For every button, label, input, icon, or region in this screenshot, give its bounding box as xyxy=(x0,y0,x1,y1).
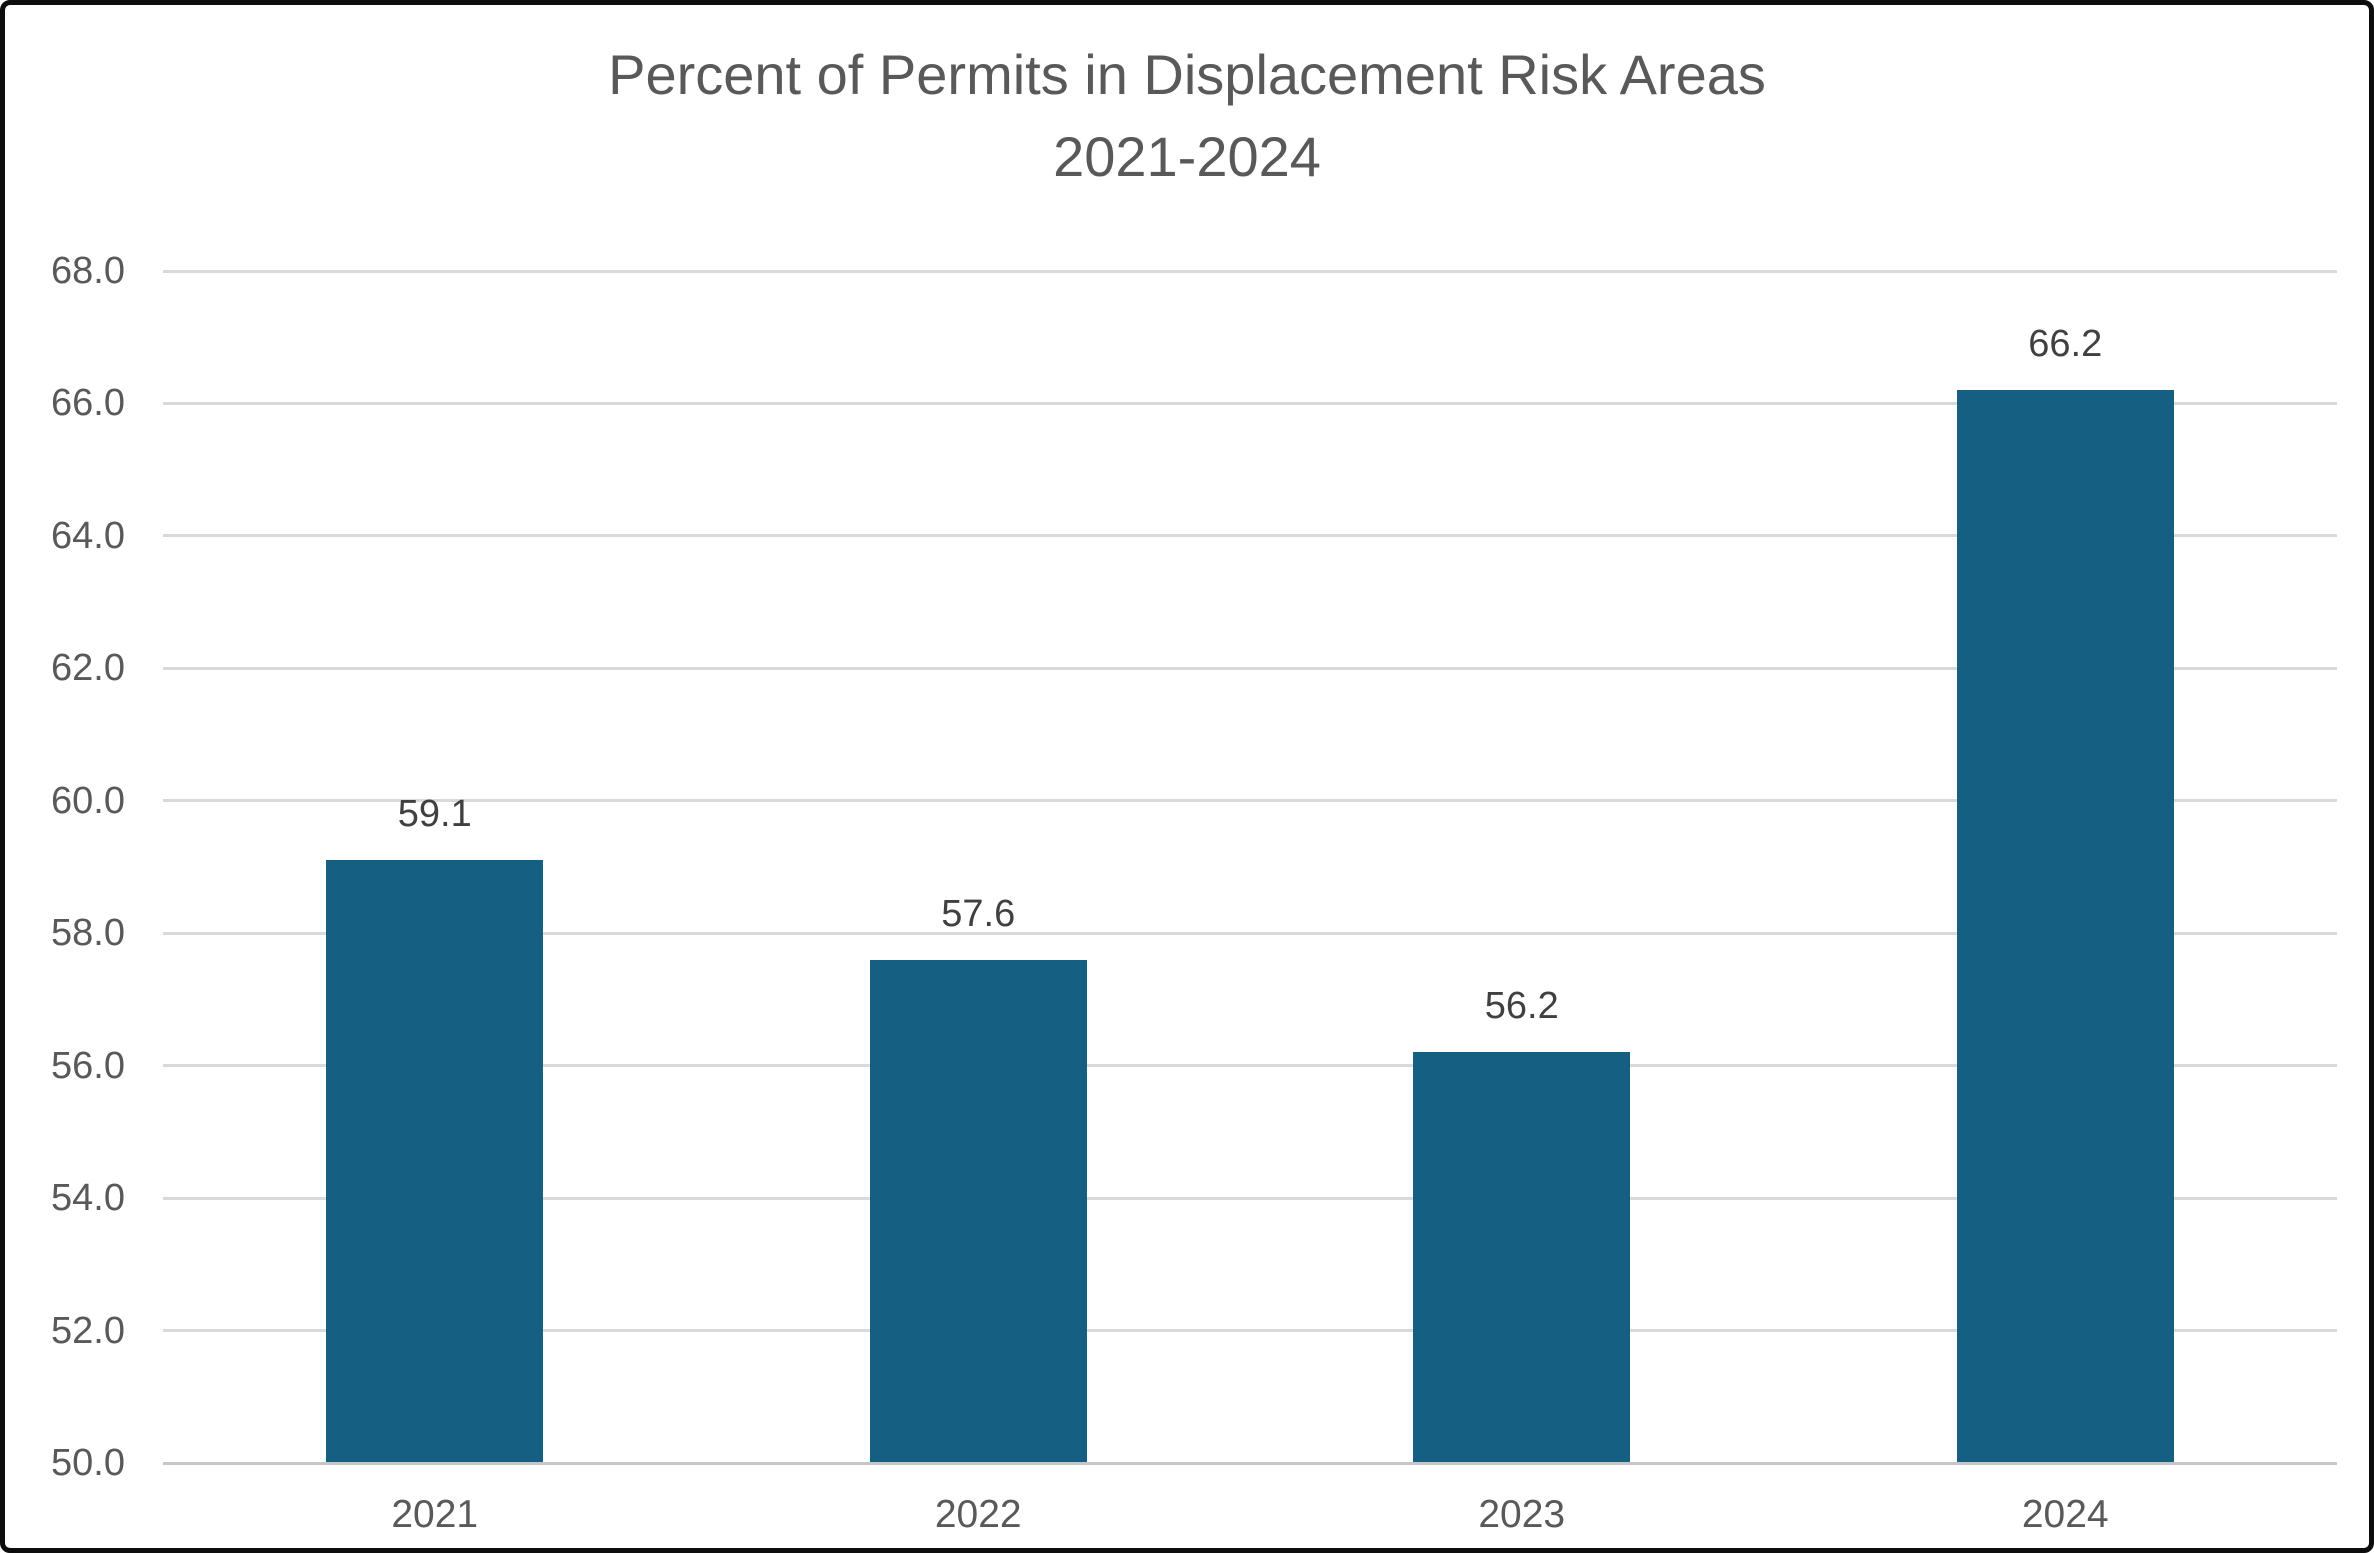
chart-title-block: Percent of Permits in Displacement Risk … xyxy=(0,34,2374,198)
data-label-2024: 66.2 xyxy=(2028,323,2103,366)
y-gridline xyxy=(163,799,2337,803)
data-label-2022: 57.6 xyxy=(941,892,1016,935)
y-tick-label: 62.0 xyxy=(51,647,125,690)
bar-2022 xyxy=(869,959,1087,1463)
y-tick-label: 52.0 xyxy=(51,1309,125,1352)
y-gridline xyxy=(163,1064,2337,1068)
bar-2024 xyxy=(1956,390,2174,1463)
y-gridline xyxy=(163,931,2337,935)
y-tick-label: 58.0 xyxy=(51,912,125,955)
x-tick-label-2023: 2023 xyxy=(1478,1493,1566,1536)
data-label-2021: 59.1 xyxy=(397,793,472,836)
y-gridline xyxy=(163,401,2337,405)
plot-area: 50.0 52.0 54.0 56.0 58.0 60.0 62.0 64.0 66.0 68.0… xyxy=(51,250,2337,1536)
chart-subtitle: 2021-2024 xyxy=(1053,125,1321,188)
y-tick-label: 66.0 xyxy=(51,382,125,425)
y-tick-label: 68.0 xyxy=(51,250,125,292)
bar-2021 xyxy=(326,860,544,1463)
y-tick-label: 60.0 xyxy=(51,779,125,822)
y-gridline xyxy=(163,534,2337,538)
y-tick-label: 56.0 xyxy=(51,1044,125,1087)
y-gridline xyxy=(163,666,2337,670)
y-gridline xyxy=(163,1196,2337,1200)
x-tick-label-2024: 2024 xyxy=(2021,1493,2109,1536)
chart-title: Percent of Permits in Displacement Risk … xyxy=(608,43,1766,106)
x-tick-label-2021: 2021 xyxy=(391,1493,479,1536)
data-label-2023: 56.2 xyxy=(1484,985,1559,1028)
y-tick-label: 54.0 xyxy=(51,1177,125,1220)
y-tick-label: 64.0 xyxy=(51,514,125,557)
y-tick-label: 50.0 xyxy=(51,1442,125,1484)
x-tick-label-2022: 2022 xyxy=(934,1493,1022,1536)
x-axis-line xyxy=(163,1461,2337,1465)
bar-2023 xyxy=(1413,1052,1631,1463)
y-gridline xyxy=(163,1329,2337,1333)
y-gridline xyxy=(163,269,2337,273)
